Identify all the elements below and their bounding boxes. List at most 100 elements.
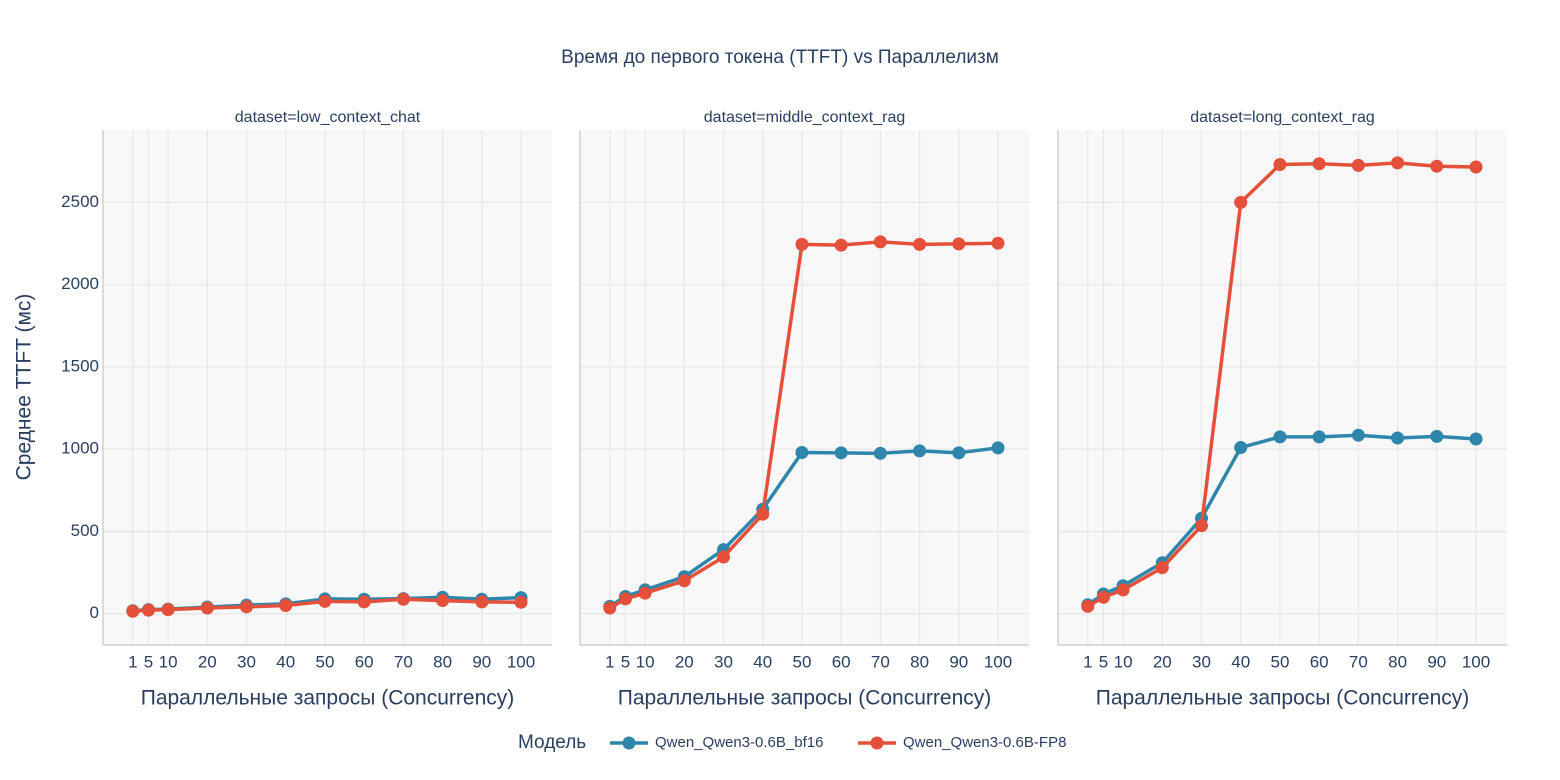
x-tick-label: 1 [605, 652, 614, 671]
x-tick-label: 40 [753, 652, 772, 671]
data-point [1096, 590, 1110, 604]
panel-title: dataset=long_context_rag [1190, 109, 1375, 126]
x-axis-label: Параллельные запросы (Concurrency) [1096, 687, 1470, 710]
plot-background [580, 130, 1029, 645]
legend-marker [622, 736, 636, 750]
x-tick-label: 60 [1310, 652, 1329, 671]
data-point [1469, 432, 1483, 446]
plot-background [1058, 130, 1507, 645]
data-point [1273, 430, 1287, 444]
data-point [357, 595, 371, 609]
plot-background [103, 130, 552, 645]
y-tick-label: 2000 [61, 274, 99, 293]
data-point [436, 594, 450, 608]
data-point [873, 235, 887, 249]
data-point [1312, 430, 1326, 444]
data-point [1116, 583, 1130, 597]
x-tick-label: 30 [237, 652, 256, 671]
data-point [1351, 158, 1365, 172]
x-tick-label: 30 [1192, 652, 1211, 671]
chart-title: Время до первого токена (TTFT) vs Паралл… [561, 47, 999, 68]
data-point [1312, 157, 1326, 171]
data-point [126, 604, 140, 618]
x-tick-label: 70 [1349, 652, 1368, 671]
data-point [1234, 441, 1248, 455]
data-point [873, 446, 887, 460]
data-point [1351, 428, 1365, 442]
data-point [161, 603, 175, 617]
data-point [952, 237, 966, 251]
x-tick-label: 60 [832, 652, 851, 671]
x-tick-label: 100 [507, 652, 535, 671]
data-point [1469, 160, 1483, 174]
data-point [756, 507, 770, 521]
data-point [396, 592, 410, 606]
x-tick-label: 1 [1083, 652, 1092, 671]
data-point [834, 446, 848, 460]
x-tick-label: 80 [1388, 652, 1407, 671]
y-axis-label: Среднее TTFT (мс) [13, 294, 36, 481]
x-tick-label: 70 [394, 652, 413, 671]
y-tick-label: 500 [71, 521, 99, 540]
data-point [475, 595, 489, 609]
data-point [200, 601, 214, 615]
x-tick-label: 5 [1099, 652, 1108, 671]
legend-title: Модель [518, 732, 586, 753]
legend-marker [870, 736, 884, 750]
data-point [717, 550, 731, 564]
x-tick-label: 50 [792, 652, 811, 671]
data-point [603, 601, 617, 615]
x-tick-label: 100 [1462, 652, 1490, 671]
x-tick-label: 60 [355, 652, 374, 671]
data-point [514, 595, 528, 609]
data-point [618, 592, 632, 606]
x-tick-label: 50 [1270, 652, 1289, 671]
x-tick-label: 70 [871, 652, 890, 671]
x-tick-label: 30 [714, 652, 733, 671]
panel-title: dataset=low_context_chat [235, 109, 421, 126]
data-point [141, 603, 155, 617]
x-tick-label: 50 [315, 652, 334, 671]
data-point [1234, 195, 1248, 209]
data-point [913, 237, 927, 251]
x-tick-label: 90 [1427, 652, 1446, 671]
x-tick-label: 90 [949, 652, 968, 671]
x-tick-label: 100 [984, 652, 1012, 671]
data-point [638, 586, 652, 600]
data-point [991, 441, 1005, 455]
data-point [1391, 431, 1405, 445]
data-point [1391, 156, 1405, 170]
x-tick-label: 20 [675, 652, 694, 671]
data-point [795, 445, 809, 459]
data-point [913, 444, 927, 458]
x-tick-label: 40 [276, 652, 295, 671]
data-point [318, 594, 332, 608]
x-tick-label: 5 [144, 652, 153, 671]
data-point [795, 237, 809, 251]
y-tick-label: 0 [90, 603, 99, 622]
data-point [1273, 158, 1287, 172]
y-tick-label: 2500 [61, 192, 99, 211]
x-axis-label: Параллельные запросы (Concurrency) [141, 687, 515, 710]
x-tick-label: 10 [636, 652, 655, 671]
data-point [834, 238, 848, 252]
x-tick-label: 90 [472, 652, 491, 671]
y-tick-label: 1500 [61, 356, 99, 375]
data-point [991, 236, 1005, 250]
data-point [1430, 429, 1444, 443]
data-point [1081, 599, 1095, 613]
data-point [1430, 159, 1444, 173]
y-tick-label: 1000 [61, 439, 99, 458]
legend-label: Qwen_Qwen3-0.6B-FP8 [903, 734, 1066, 751]
x-tick-label: 10 [159, 652, 178, 671]
data-point [279, 599, 293, 613]
x-tick-label: 80 [433, 652, 452, 671]
legend-label: Qwen_Qwen3-0.6B_bf16 [655, 734, 823, 751]
x-tick-label: 20 [198, 652, 217, 671]
x-tick-label: 20 [1153, 652, 1172, 671]
x-tick-label: 5 [621, 652, 630, 671]
x-axis-label: Параллельные запросы (Concurrency) [618, 687, 992, 710]
x-tick-label: 80 [910, 652, 929, 671]
x-tick-label: 40 [1231, 652, 1250, 671]
